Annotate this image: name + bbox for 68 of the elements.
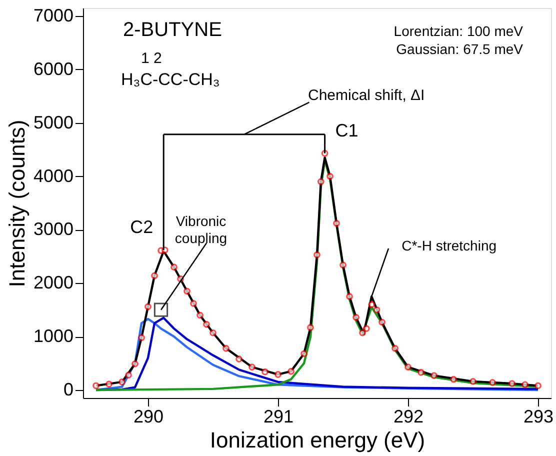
annotation: 1 2 xyxy=(141,50,162,67)
point xyxy=(470,378,476,385)
x-tick-label: 293 xyxy=(523,406,554,426)
point xyxy=(288,368,294,375)
point xyxy=(378,318,386,326)
point xyxy=(125,372,132,378)
point xyxy=(106,380,112,388)
x-tick-label: 290 xyxy=(133,406,164,426)
point xyxy=(262,368,268,376)
y-tick-label: 6000 xyxy=(33,58,74,79)
point xyxy=(362,325,370,332)
point xyxy=(138,334,145,342)
point xyxy=(151,272,158,280)
point xyxy=(340,262,346,268)
point xyxy=(489,379,496,386)
y-tick-label: 1000 xyxy=(33,326,74,346)
point xyxy=(132,360,138,368)
point xyxy=(352,314,360,321)
annotation: C2 xyxy=(130,217,154,238)
point xyxy=(248,364,256,370)
point xyxy=(404,364,412,370)
x-tick-label: 292 xyxy=(393,406,424,426)
y-tick-label: 2000 xyxy=(33,272,74,293)
y-tick-label: 3000 xyxy=(33,219,74,240)
annotation: H₃C-CC-CH₃ xyxy=(121,70,220,89)
annotation: Gaussian: 67.5 meV xyxy=(396,41,524,57)
point xyxy=(184,288,190,295)
x-axis-title: Ionization energy (eV) xyxy=(210,428,426,452)
annotation: Chemical shift, ΔI xyxy=(308,87,425,104)
point xyxy=(307,324,314,331)
point xyxy=(170,264,178,271)
y-tick-label: 7000 xyxy=(33,6,74,26)
point xyxy=(118,378,126,386)
point xyxy=(222,344,230,352)
annotation: Lorentzian: 100 meV xyxy=(394,23,524,39)
point xyxy=(430,372,438,379)
point xyxy=(508,380,516,388)
annotation: C1 xyxy=(335,120,358,140)
annotation: 2-BUTYNE xyxy=(123,19,222,41)
point xyxy=(196,312,204,319)
point xyxy=(210,329,216,336)
point xyxy=(236,356,242,362)
point xyxy=(522,381,528,388)
point xyxy=(346,293,353,300)
y-tick-label: 0 xyxy=(63,379,74,400)
point xyxy=(373,306,380,314)
y-tick-label: 4000 xyxy=(33,166,74,186)
point xyxy=(418,368,424,376)
point xyxy=(534,382,542,390)
point xyxy=(368,301,376,308)
point xyxy=(333,220,340,227)
annotation: C*-H stretching xyxy=(402,237,497,254)
point xyxy=(92,382,100,390)
point xyxy=(314,251,320,258)
point xyxy=(300,350,308,358)
y-tick-label: 5000 xyxy=(33,112,74,132)
point xyxy=(190,300,197,307)
point xyxy=(450,376,457,383)
annotation: Vibronic coupling xyxy=(174,212,228,246)
point xyxy=(203,320,210,328)
point xyxy=(144,303,152,310)
y-axis-title: Intensity (counts) xyxy=(4,120,30,288)
point xyxy=(317,178,324,186)
point xyxy=(359,329,366,336)
x-tick-label: 291 xyxy=(263,406,294,426)
point xyxy=(274,371,282,378)
point xyxy=(392,344,398,352)
point xyxy=(326,172,334,180)
